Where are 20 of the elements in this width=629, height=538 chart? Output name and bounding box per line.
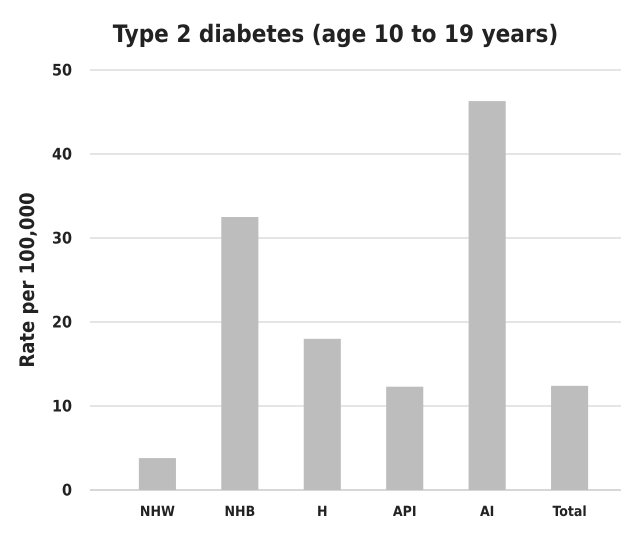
bar <box>138 458 176 490</box>
x-tick-label: NHW <box>140 504 175 520</box>
y-tick-label: 40 <box>52 144 72 164</box>
y-axis-title: Rate per 100,000 <box>15 192 39 368</box>
chart-title: Type 2 diabetes (age 10 to 19 years) <box>112 20 558 48</box>
bar <box>386 386 424 490</box>
bar <box>304 338 341 490</box>
x-tick-label: H <box>317 504 328 520</box>
bar <box>221 217 258 490</box>
x-tick-label: Total <box>552 504 587 520</box>
y-tick-label: 10 <box>52 396 72 416</box>
bar <box>468 101 506 490</box>
y-tick-label: 30 <box>52 228 72 248</box>
y-tick-label: 0 <box>62 480 72 500</box>
y-tick-label: 20 <box>52 312 72 332</box>
y-tick-label: 50 <box>52 60 72 80</box>
x-tick-label: AI <box>480 504 494 520</box>
bar <box>551 386 588 490</box>
x-tick-label: API <box>392 504 417 520</box>
x-tick-label: NHB <box>224 504 256 520</box>
